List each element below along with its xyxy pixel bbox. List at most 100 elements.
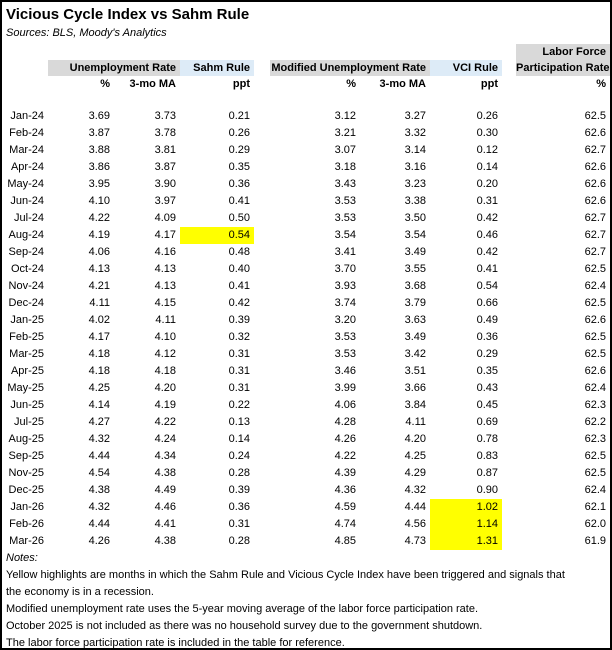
lfpr-cell[interactable]: 62.6 [584, 127, 606, 139]
month-cell[interactable]: Jul-25 [14, 416, 44, 428]
lfpr-cell[interactable]: 62.6 [584, 195, 606, 207]
month-cell[interactable]: Apr-24 [10, 161, 44, 173]
unemployment-rate-cell[interactable]: 4.13 [88, 263, 110, 275]
sahm-rule-cell[interactable]: 0.29 [228, 144, 250, 156]
sahm-rule-cell[interactable]: 0.41 [228, 195, 250, 207]
sahm-rule-cell[interactable]: 0.39 [228, 484, 250, 496]
unemployment-rate-cell[interactable]: 3.87 [88, 127, 110, 139]
sahm-rule-cell[interactable]: 0.39 [228, 314, 250, 326]
vci-rule-cell[interactable]: 0.29 [476, 348, 498, 360]
month-cell[interactable]: Jun-24 [10, 195, 44, 207]
modified-unemployment-rate-cell[interactable]: 4.39 [334, 467, 356, 479]
unemployment-rate-ma-cell[interactable]: 4.38 [154, 467, 176, 479]
modified-unemployment-rate-cell[interactable]: 4.06 [334, 399, 356, 411]
vci-rule-cell[interactable]: 1.31 [430, 533, 502, 550]
modified-unemployment-rate-cell[interactable]: 3.53 [334, 348, 356, 360]
month-cell[interactable]: May-25 [7, 382, 44, 394]
sahm-rule-cell[interactable]: 0.31 [228, 382, 250, 394]
month-cell[interactable]: Aug-24 [8, 229, 44, 241]
month-cell[interactable]: Mar-24 [9, 144, 44, 156]
unemployment-rate-cell[interactable]: 4.21 [88, 280, 110, 292]
modified-unemployment-rate-ma-cell[interactable]: 3.27 [404, 110, 426, 122]
modified-unemployment-rate-cell[interactable]: 3.41 [334, 246, 356, 258]
modified-unemployment-rate-ma-cell[interactable]: 3.68 [404, 280, 426, 292]
sahm-rule-cell[interactable]: 0.28 [228, 467, 250, 479]
lfpr-cell[interactable]: 62.3 [584, 399, 606, 411]
lfpr-cell[interactable]: 62.3 [584, 433, 606, 445]
vci-rule-cell[interactable]: 0.20 [476, 178, 498, 190]
vci-rule-cell[interactable]: 0.42 [476, 212, 498, 224]
vci-rule-cell[interactable]: 0.43 [476, 382, 498, 394]
month-cell[interactable]: Mar-26 [9, 535, 44, 547]
month-cell[interactable]: Aug-25 [8, 433, 44, 445]
vci-rule-cell[interactable]: 0.26 [476, 110, 498, 122]
lfpr-cell[interactable]: 62.5 [584, 450, 606, 462]
unemployment-rate-ma-cell[interactable]: 4.18 [154, 365, 176, 377]
modified-unemployment-rate-ma-cell[interactable]: 3.66 [404, 382, 426, 394]
month-cell[interactable]: Apr-25 [10, 365, 44, 377]
unemployment-rate-ma-cell[interactable]: 3.73 [154, 110, 176, 122]
unemployment-rate-cell[interactable]: 4.02 [88, 314, 110, 326]
lfpr-cell[interactable]: 62.4 [584, 484, 606, 496]
sahm-rule-cell[interactable]: 0.31 [228, 348, 250, 360]
vci-rule-cell[interactable]: 0.14 [476, 161, 498, 173]
sahm-rule-cell[interactable]: 0.48 [228, 246, 250, 258]
modified-unemployment-rate-cell[interactable]: 3.74 [334, 297, 356, 309]
modified-unemployment-rate-ma-cell[interactable]: 3.14 [404, 144, 426, 156]
modified-unemployment-rate-ma-cell[interactable]: 3.32 [404, 127, 426, 139]
lfpr-cell[interactable]: 62.6 [584, 365, 606, 377]
lfpr-cell[interactable]: 62.6 [584, 161, 606, 173]
lfpr-cell[interactable]: 62.5 [584, 467, 606, 479]
unemployment-rate-ma-cell[interactable]: 3.87 [154, 161, 176, 173]
modified-unemployment-rate-ma-cell[interactable]: 3.42 [404, 348, 426, 360]
vci-rule-cell[interactable]: 0.83 [476, 450, 498, 462]
modified-unemployment-rate-cell[interactable]: 3.53 [334, 212, 356, 224]
modified-unemployment-rate-ma-cell[interactable]: 3.84 [404, 399, 426, 411]
month-cell[interactable]: Jun-25 [10, 399, 44, 411]
unemployment-rate-ma-cell[interactable]: 3.90 [154, 178, 176, 190]
modified-unemployment-rate-cell[interactable]: 3.99 [334, 382, 356, 394]
modified-unemployment-rate-ma-cell[interactable]: 3.49 [404, 246, 426, 258]
sahm-rule-cell[interactable]: 0.14 [228, 433, 250, 445]
unemployment-rate-cell[interactable]: 4.25 [88, 382, 110, 394]
unemployment-rate-cell[interactable]: 4.32 [88, 501, 110, 513]
vci-rule-cell[interactable]: 0.90 [476, 484, 498, 496]
modified-unemployment-rate-cell[interactable]: 3.18 [334, 161, 356, 173]
vci-rule-cell[interactable]: 0.87 [476, 467, 498, 479]
modified-unemployment-rate-cell[interactable]: 4.74 [334, 518, 356, 530]
unemployment-rate-cell[interactable]: 3.95 [88, 178, 110, 190]
unemployment-rate-ma-cell[interactable]: 4.49 [154, 484, 176, 496]
lfpr-cell[interactable]: 61.9 [584, 535, 606, 547]
sahm-rule-cell[interactable]: 0.24 [228, 450, 250, 462]
vci-rule-cell[interactable]: 0.49 [476, 314, 498, 326]
unemployment-rate-ma-cell[interactable]: 4.16 [154, 246, 176, 258]
month-cell[interactable]: Jan-25 [10, 314, 44, 326]
modified-unemployment-rate-ma-cell[interactable]: 3.55 [404, 263, 426, 275]
unemployment-rate-ma-cell[interactable]: 4.09 [154, 212, 176, 224]
unemployment-rate-ma-cell[interactable]: 4.13 [154, 280, 176, 292]
unemployment-rate-cell[interactable]: 4.44 [88, 518, 110, 530]
vci-rule-cell[interactable]: 0.30 [476, 127, 498, 139]
sahm-rule-cell[interactable]: 0.32 [228, 331, 250, 343]
modified-unemployment-rate-ma-cell[interactable]: 4.25 [404, 450, 426, 462]
lfpr-cell[interactable]: 62.4 [584, 280, 606, 292]
sahm-rule-cell[interactable]: 0.28 [228, 535, 250, 547]
lfpr-cell[interactable]: 62.4 [584, 382, 606, 394]
modified-unemployment-rate-ma-cell[interactable]: 4.44 [404, 501, 426, 513]
vci-rule-cell[interactable]: 0.45 [476, 399, 498, 411]
unemployment-rate-ma-cell[interactable]: 4.17 [154, 229, 176, 241]
vci-rule-cell[interactable]: 0.78 [476, 433, 498, 445]
unemployment-rate-cell[interactable]: 4.06 [88, 246, 110, 258]
lfpr-cell[interactable]: 62.7 [584, 144, 606, 156]
unemployment-rate-cell[interactable]: 4.11 [89, 297, 110, 309]
month-cell[interactable]: Feb-24 [9, 127, 44, 139]
unemployment-rate-cell[interactable]: 4.27 [88, 416, 110, 428]
unemployment-rate-ma-cell[interactable]: 4.34 [154, 450, 176, 462]
sahm-rule-cell[interactable]: 0.35 [228, 161, 250, 173]
month-cell[interactable]: Nov-24 [8, 280, 44, 292]
unemployment-rate-ma-cell[interactable]: 3.97 [154, 195, 176, 207]
month-cell[interactable]: Jan-24 [10, 110, 44, 122]
modified-unemployment-rate-ma-cell[interactable]: 3.63 [404, 314, 426, 326]
unemployment-rate-ma-cell[interactable]: 4.24 [154, 433, 176, 445]
unemployment-rate-ma-cell[interactable]: 4.20 [154, 382, 176, 394]
